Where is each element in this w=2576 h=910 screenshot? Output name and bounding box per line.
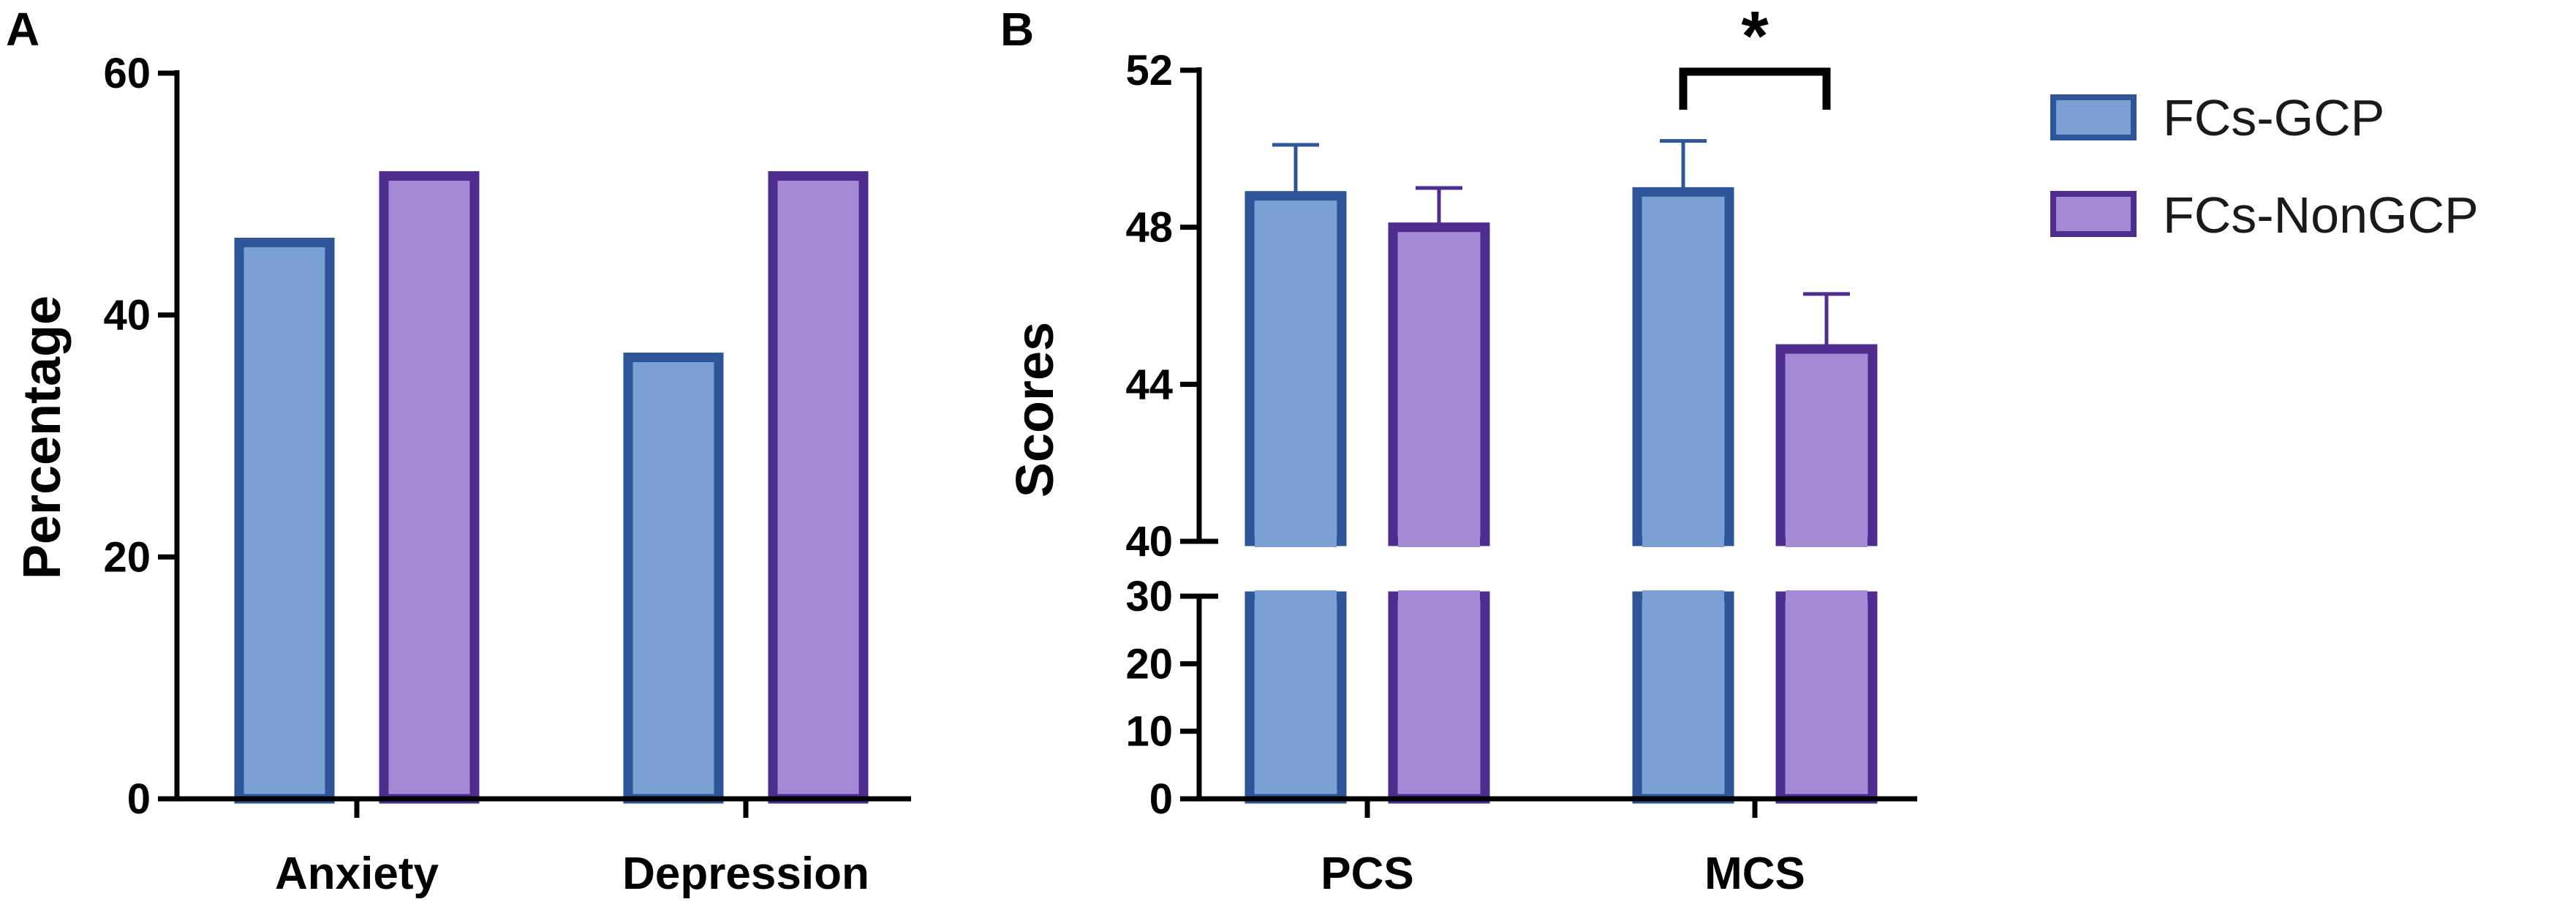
significance-bracket-line	[1679, 67, 1831, 110]
panel-b-label: B	[1000, 3, 1034, 56]
panel-b-bar-break-fill-upper-pcs-gcp	[1255, 535, 1337, 547]
panel-a-categories: Anxiety Depression	[275, 799, 869, 899]
panel-b-y-tick-label: 48	[1125, 204, 1173, 252]
legend-swatch-fcs-nongcp	[2050, 191, 2137, 237]
panel-b-bar-break-fill-upper-mcs-gcp	[1642, 535, 1724, 547]
legend-item-fcs-gcp: FCs-GCP	[2050, 89, 2384, 146]
legend: FCs-GCP FCs-NonGCP	[2050, 89, 2479, 244]
panel-b-bar-lower-pcs-nongcp	[1388, 591, 1490, 804]
panel-b-bar-break-fill-lower-mcs-gcp	[1642, 590, 1724, 602]
panel-a-x-tick-label: Anxiety	[275, 849, 439, 899]
panel-b-bar-break-fill-lower-pcs-gcp	[1255, 590, 1337, 602]
significance-star: *	[1741, 0, 1769, 75]
panel-a-bars	[234, 171, 869, 804]
panel-b-error-bars	[1272, 139, 1850, 345]
panel-b-bar-upper-pcs-nongcp	[1388, 222, 1490, 546]
legend-swatch-fcs-gcp	[2050, 94, 2137, 140]
panel-b-y-tick-label: 0	[1149, 775, 1173, 823]
panel-b-categories: PCS MCS	[1321, 799, 1805, 899]
panel-b-y-tick-label: 30	[1125, 573, 1173, 620]
legend-item-fcs-nongcp: FCs-NonGCP	[2050, 187, 2479, 244]
panel-b-y-axis-title: Scores	[1006, 322, 1065, 497]
panel-b-y-tick-label: 40	[1125, 518, 1173, 565]
panel-b-bar-break-fill-lower-pcs-nongcp	[1398, 590, 1480, 602]
panel-a: A Percentage 0 20 40 60 Anxiety Depression	[6, 3, 911, 899]
panel-b: B Scores 40 44 48 52 0 10 20 30 PCS MCS *	[1000, 0, 1917, 899]
panel-a-x-tick-label: Depression	[622, 849, 869, 899]
panel-a-y-tick-label: 60	[103, 50, 151, 97]
panel-a-y-axis-title: Percentage	[13, 296, 72, 579]
panel-a-y-tick-label: 40	[103, 292, 151, 339]
panel-a-y-tick-label: 0	[127, 775, 151, 823]
panel-a-bar-anxiety-gcp	[234, 237, 335, 804]
legend-label-fcs-gcp: FCs-GCP	[2163, 89, 2384, 146]
panel-b-bar-break-fill-upper-pcs-nongcp	[1398, 535, 1480, 547]
panel-b-bar-lower-mcs-nongcp	[1775, 591, 1878, 804]
panel-a-bar-depression-nongcp	[768, 171, 869, 804]
panel-b-bar-upper-pcs-gcp	[1244, 191, 1347, 546]
panel-b-bar-upper-mcs-gcp	[1632, 187, 1734, 546]
panel-b-x-tick-label: PCS	[1321, 849, 1413, 899]
panel-b-y-tick-label: 52	[1125, 47, 1173, 94]
significance-bracket: *	[1679, 0, 1831, 110]
panel-b-bars	[1244, 187, 1878, 804]
legend-label-fcs-nongcp: FCs-NonGCP	[2163, 187, 2479, 244]
panel-b-y-tick-label: 20	[1125, 640, 1173, 688]
panel-b-bar-upper-mcs-nongcp	[1775, 344, 1878, 546]
panel-a-y-tick-label: 20	[103, 533, 151, 581]
panel-b-bar-lower-pcs-gcp	[1244, 591, 1347, 804]
panel-b-bar-break-fill-upper-mcs-nongcp	[1786, 535, 1867, 547]
panel-a-bar-depression-gcp	[623, 353, 724, 804]
panel-b-x-tick-label: MCS	[1704, 849, 1805, 899]
panel-b-y-ticks: 40 44 48 52 0 10 20 30	[1125, 47, 1199, 823]
panel-a-y-ticks: 0 20 40 60	[103, 50, 177, 823]
panel-b-y-tick-label: 10	[1125, 708, 1173, 756]
panel-b-bar-break-fill-lower-mcs-nongcp	[1786, 590, 1867, 602]
panel-b-bar-lower-mcs-gcp	[1632, 591, 1734, 804]
panel-a-label: A	[6, 3, 39, 56]
panel-a-bar-anxiety-nongcp	[379, 171, 480, 804]
panel-b-y-tick-label: 44	[1125, 361, 1173, 408]
